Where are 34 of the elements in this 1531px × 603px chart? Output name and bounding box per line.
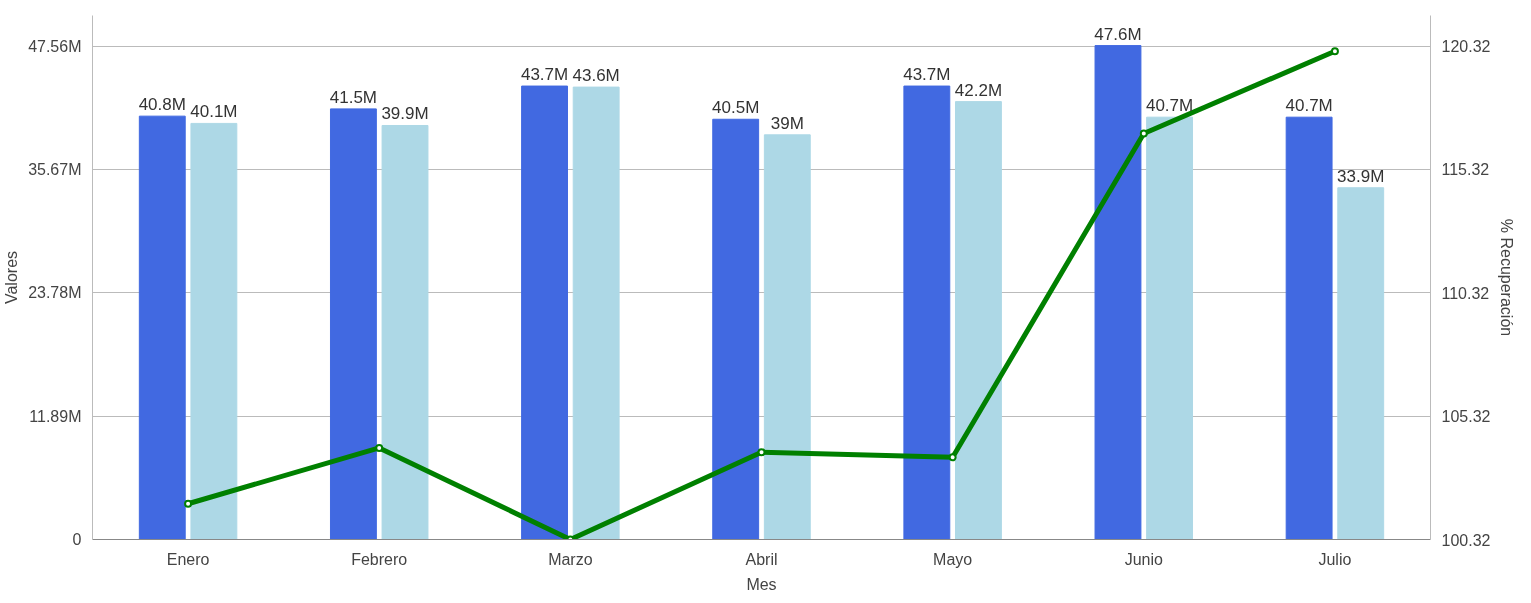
x-tick-label: Junio xyxy=(1124,550,1164,568)
data-label: 40.1M xyxy=(190,102,238,122)
y-tick-label: 23.78M xyxy=(28,284,82,302)
data-label: 40.5M xyxy=(712,98,760,118)
data-label: 43.7M xyxy=(520,65,569,85)
y-tick-label: 0 xyxy=(72,531,82,548)
y-axis-title: Valores xyxy=(3,250,21,305)
y-tick-label: 11.89M xyxy=(29,407,82,425)
y-tick-label: 47.56M xyxy=(28,37,82,55)
data-label: 39M xyxy=(770,113,804,133)
x-tick-label: Julio xyxy=(1318,550,1352,568)
data-label: 43.6M xyxy=(572,66,620,86)
data-label: 41.5M xyxy=(329,87,378,107)
data-label: 47.6M xyxy=(1094,24,1142,44)
y2-tick-label: 110.32 xyxy=(1441,284,1490,302)
x-tick-label: Abril xyxy=(745,550,778,568)
data-label: 40.7M xyxy=(1285,96,1333,116)
y-tick-label: 35.67M xyxy=(28,160,82,178)
data-label: 42.2M xyxy=(954,80,1003,100)
data-label: 40.8M xyxy=(138,95,186,115)
data-label: 39.9M xyxy=(381,104,429,124)
x-tick-label: Enero xyxy=(166,550,210,568)
x-tick-label: Mayo xyxy=(933,550,973,568)
x-axis-title: Mes xyxy=(746,575,777,593)
x-tick-label: Febrero xyxy=(351,550,408,568)
x-tick-label: Marzo xyxy=(548,550,593,568)
y2-tick-label: 120.32 xyxy=(1441,38,1491,56)
y2-tick-label: 105.32 xyxy=(1441,408,1491,426)
y2-tick-label: 115.32 xyxy=(1441,161,1490,179)
data-label: 33.9M xyxy=(1337,166,1385,186)
data-label: 40.7M xyxy=(1145,96,1194,116)
y2-axis-title: % Recuperación xyxy=(1498,218,1516,337)
data-label: 43.7M xyxy=(903,65,951,85)
y2-tick-label: 100.32 xyxy=(1441,531,1491,549)
